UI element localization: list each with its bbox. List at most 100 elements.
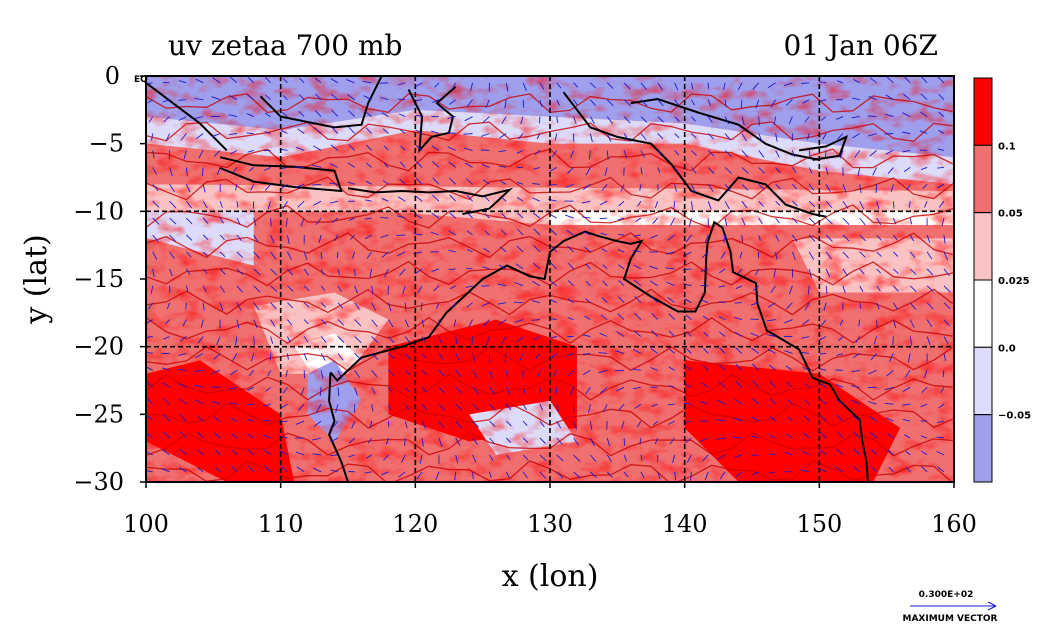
wind-vector	[448, 268, 456, 271]
wind-vector	[750, 332, 759, 337]
wind-vector	[791, 150, 796, 158]
wind-vector	[890, 184, 894, 193]
plot-area	[146, 76, 954, 482]
wind-vector	[447, 131, 456, 134]
wind-vector	[733, 417, 743, 422]
wind-vector	[517, 212, 524, 219]
wind-vector	[303, 251, 308, 260]
wind-vector	[717, 454, 726, 460]
wind-vector	[590, 471, 597, 479]
wind-vector	[253, 285, 261, 293]
wind-vector	[165, 133, 171, 142]
wind-vector	[820, 398, 827, 405]
wind-vector	[604, 167, 608, 176]
wind-vector	[854, 150, 861, 158]
wind-vector	[606, 421, 608, 430]
wind-vector	[870, 353, 877, 361]
wind-vector	[623, 116, 631, 124]
wind-vector	[236, 251, 243, 258]
wind-vector	[825, 217, 833, 225]
wind-vector	[303, 285, 310, 292]
wind-vector	[415, 177, 423, 185]
wind-vector	[640, 150, 645, 158]
wind-vector	[247, 418, 254, 422]
wind-vector	[633, 330, 642, 337]
y-tick-label: 0	[105, 62, 120, 90]
wind-vector	[194, 384, 204, 388]
wind-vector	[505, 387, 511, 395]
wind-vector	[371, 336, 379, 344]
wind-vector	[161, 468, 170, 473]
wind-vector	[165, 319, 170, 325]
wind-vector	[859, 217, 866, 226]
wind-vector	[169, 200, 177, 209]
wind-vector	[197, 431, 204, 439]
wind-vector	[602, 280, 608, 287]
wind-vector	[835, 383, 844, 388]
wind-vector	[868, 95, 877, 101]
wind-vector	[923, 370, 928, 378]
wind-vector	[719, 347, 726, 354]
wind-vector	[668, 330, 675, 337]
wind-vector	[570, 387, 575, 395]
wind-vector	[905, 450, 911, 456]
wind-vector	[926, 285, 934, 293]
wind-vector	[465, 178, 473, 185]
wind-vector	[884, 113, 894, 118]
wind-vector	[767, 82, 776, 89]
vector-reference: 0.300E+02 MAXIMUM VECTOR	[902, 590, 997, 624]
wind-vector	[920, 166, 928, 171]
wind-vector	[522, 387, 526, 395]
wind-vector	[515, 263, 524, 270]
wind-vector	[331, 93, 339, 101]
wind-vector	[347, 110, 356, 117]
wind-vector	[788, 285, 793, 295]
wind-vector	[792, 234, 798, 242]
wind-vector	[718, 363, 726, 371]
wind-vector	[907, 353, 911, 363]
wind-vector	[720, 251, 726, 259]
wind-vector	[718, 381, 726, 388]
wind-vector	[314, 77, 322, 84]
wind-vector	[851, 385, 860, 388]
wind-vector	[758, 234, 761, 241]
grid-lines	[146, 76, 954, 482]
wind-vector	[902, 386, 911, 392]
wind-vector	[786, 433, 793, 439]
wind-vector	[318, 234, 322, 243]
wind-vector	[298, 110, 305, 117]
wind-vector	[872, 167, 878, 176]
wind-vector	[549, 280, 557, 287]
wind-vector	[449, 177, 457, 185]
wind-vector	[183, 150, 187, 160]
wind-vector	[365, 180, 372, 185]
wind-vector	[690, 471, 692, 481]
wind-vector	[852, 133, 860, 139]
wind-vector	[822, 133, 827, 140]
wind-vector	[267, 201, 272, 210]
wind-vector	[319, 387, 322, 397]
wind-vector	[421, 336, 426, 343]
wind-vector	[211, 96, 221, 101]
wind-vector	[169, 268, 173, 277]
wind-vector	[303, 336, 309, 343]
colorbar-level-label: 0.1	[998, 141, 1016, 152]
wind-vector	[455, 454, 459, 464]
wind-vector	[893, 234, 898, 241]
wind-vector	[354, 285, 359, 294]
wind-vector	[842, 200, 849, 209]
wind-vector	[505, 471, 510, 479]
wind-vector	[415, 99, 423, 102]
wind-vector	[640, 133, 647, 141]
wind-vector	[299, 77, 305, 84]
colorbar-swatch	[973, 279, 993, 348]
wind-vector	[248, 370, 255, 377]
wind-vector	[859, 184, 862, 194]
wind-vector	[287, 251, 292, 260]
wind-vector	[398, 471, 406, 478]
wind-vector	[885, 94, 894, 101]
wind-vector	[581, 200, 591, 204]
wind-vector	[150, 285, 154, 294]
wind-vector	[801, 336, 810, 339]
wind-vector	[466, 99, 473, 107]
